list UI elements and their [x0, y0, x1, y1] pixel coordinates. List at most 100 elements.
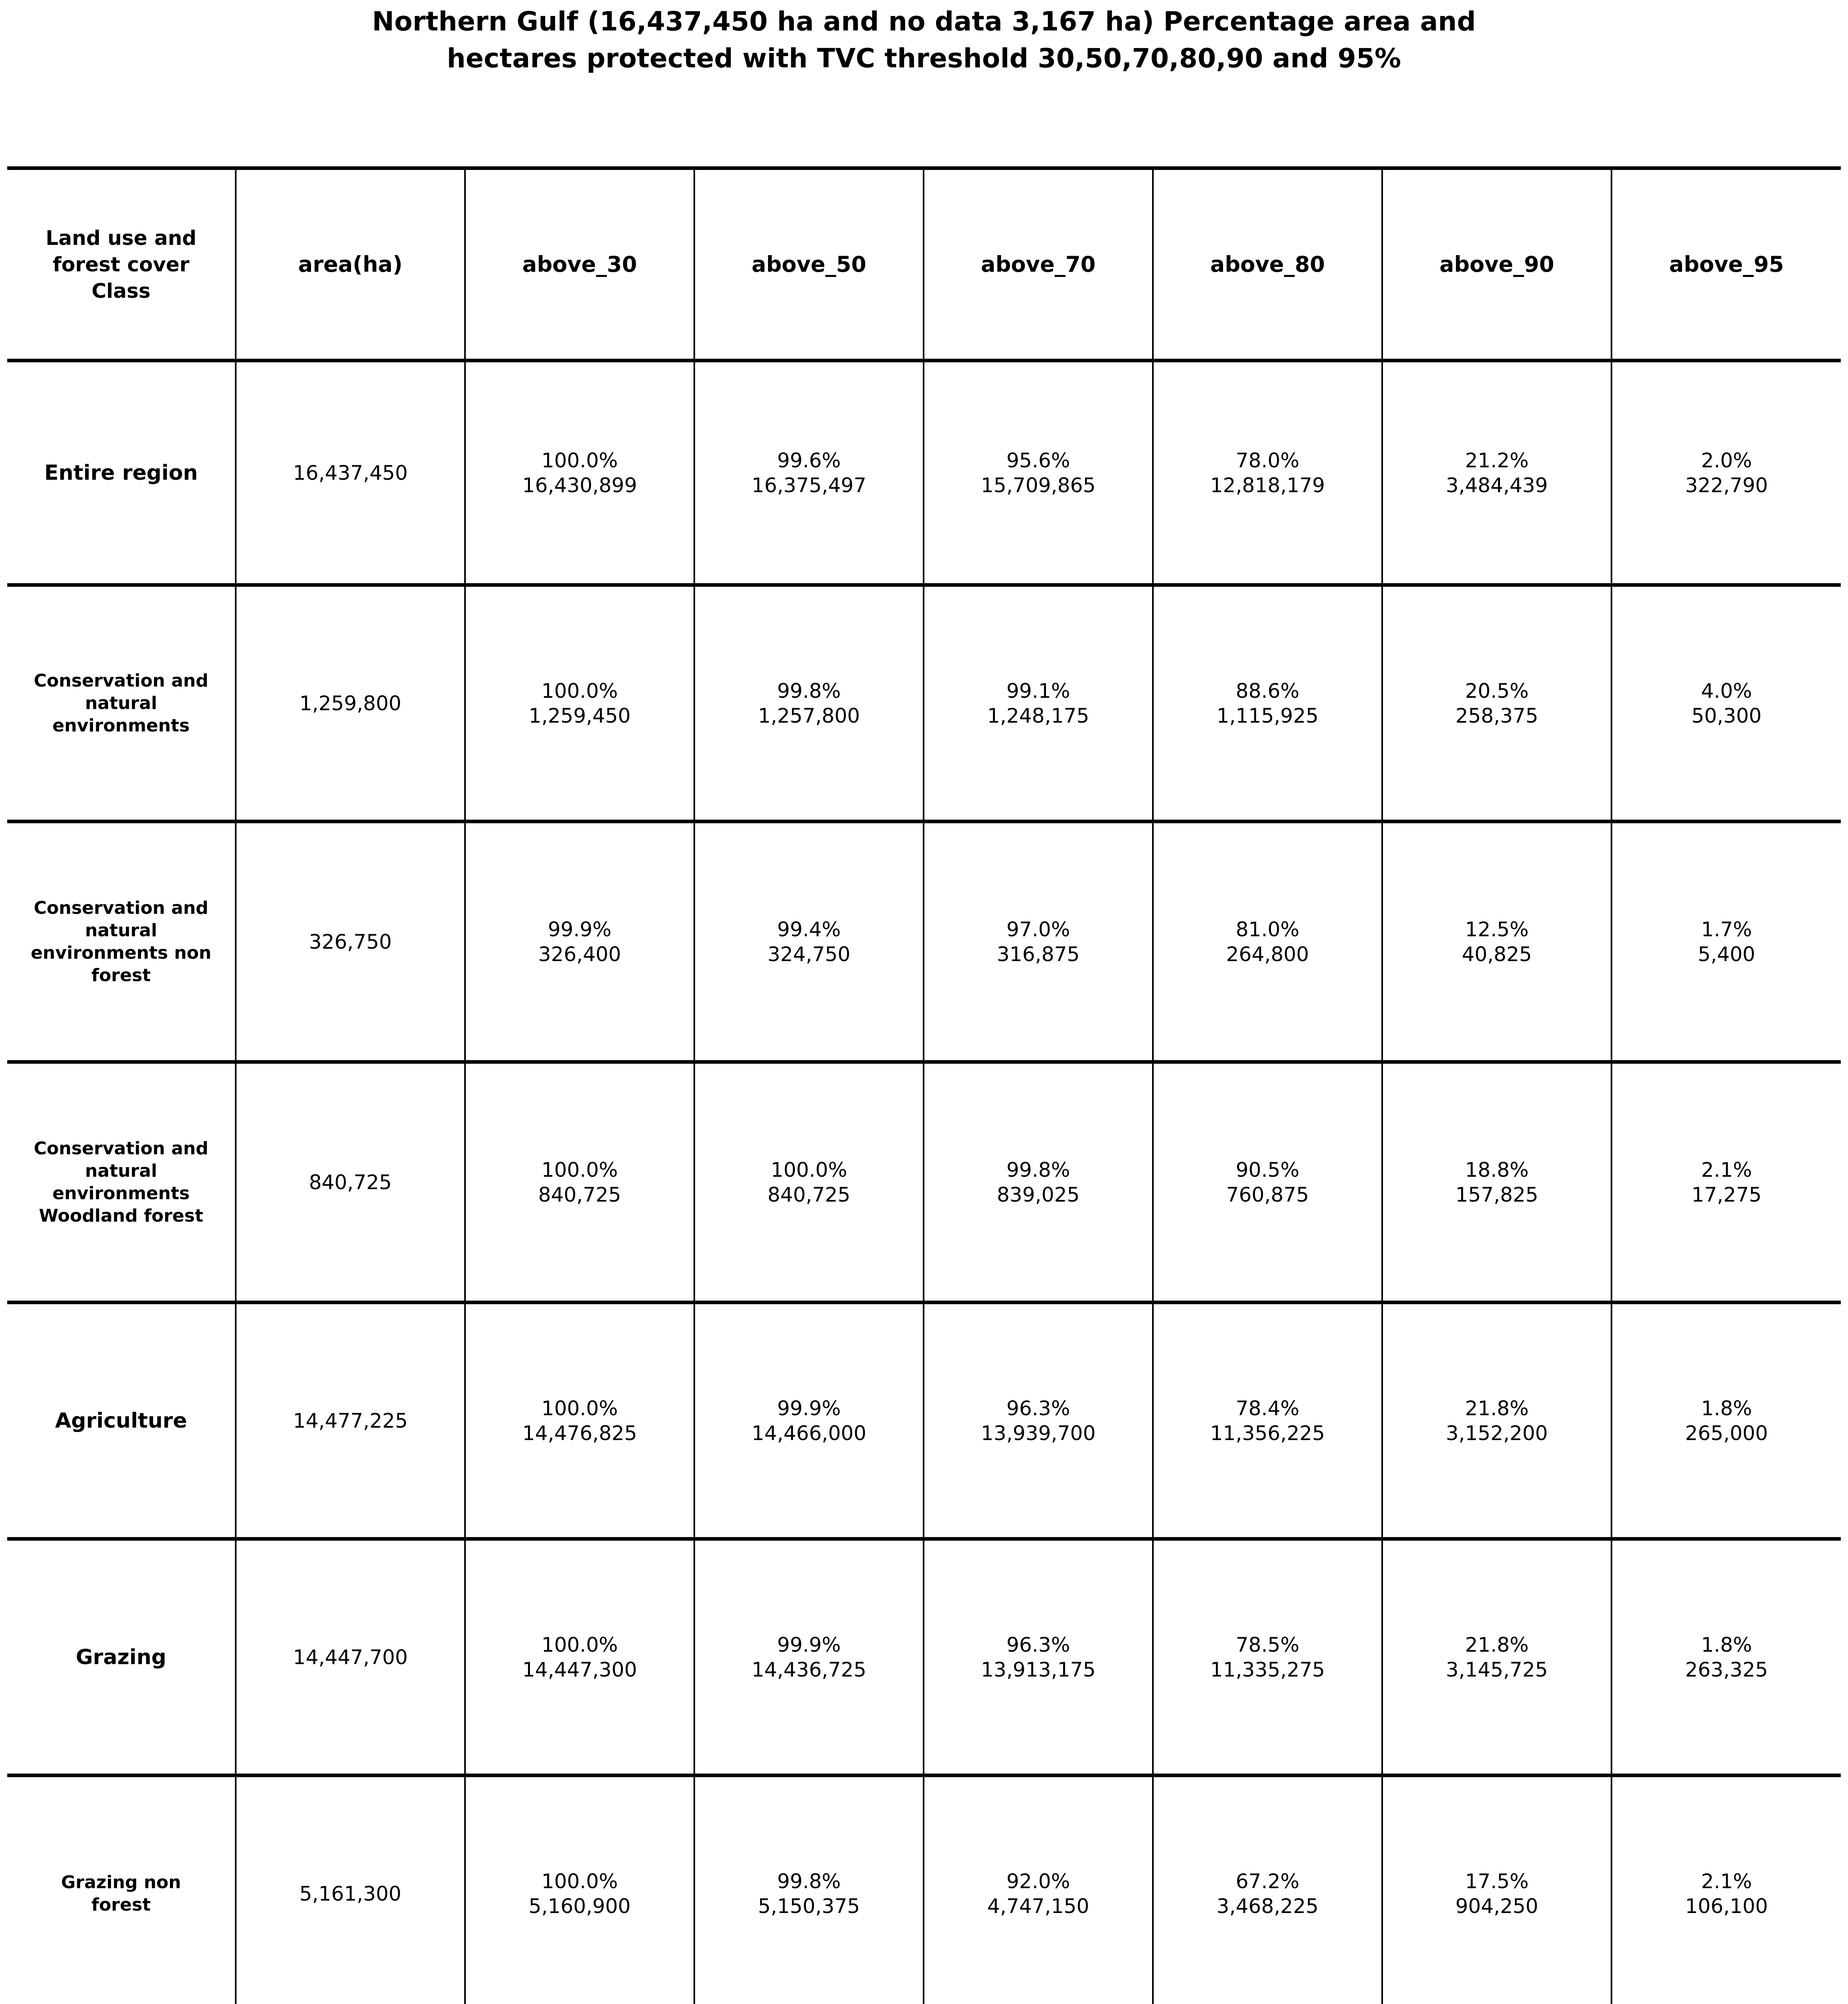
cell-threshold-above_90: 21.2% 3,484,439	[1381, 360, 1612, 585]
cell-hectares: 3,484,439	[1446, 473, 1548, 497]
column-header-class-line2: forest cover	[53, 253, 190, 276]
cell-threshold-above_50: 99.6% 16,375,497	[694, 360, 924, 585]
cell-threshold-above_30: 100.0% 1,259,450	[464, 585, 695, 822]
cell-percent: 67.2%	[1235, 1869, 1300, 1893]
cell-threshold-above_95: 1.8% 265,000	[1611, 1302, 1841, 1539]
row-header-line: natural	[85, 1160, 157, 1181]
cell-threshold-above_50: 99.8% 1,257,800	[694, 585, 924, 822]
table-header-row: Land use and forest cover Class area(ha)…	[7, 168, 1841, 361]
cell-percent: 78.0%	[1235, 448, 1300, 472]
table-row: Entire region 16,437,450 100.0% 16,430,899 9…	[7, 360, 1841, 585]
cell-hectares: 840,725	[767, 1183, 851, 1206]
row-header-line: Conservation and	[34, 897, 208, 918]
cell-percent: 100.0%	[541, 448, 618, 472]
row-header-line: environments	[52, 715, 190, 736]
cell-threshold-above_95: 4.0% 50,300	[1611, 585, 1841, 822]
cell-percent: 21.8%	[1465, 1633, 1529, 1657]
cell-hectares: 14,447,300	[522, 1658, 637, 1681]
cell-percent: 21.2%	[1465, 448, 1529, 472]
cell-percent: 99.1%	[1006, 679, 1070, 703]
cell-threshold-above_50: 99.9% 14,436,725	[694, 1539, 924, 1776]
row-header-line: forest	[91, 1894, 151, 1915]
cell-percent: 100.0%	[541, 1869, 618, 1893]
cell-hectares: 50,300	[1691, 704, 1762, 727]
cell-hectares: 316,875	[997, 942, 1080, 966]
cell-hectares: 5,150,375	[758, 1894, 860, 1918]
cell-percent: 100.0%	[541, 1158, 618, 1182]
cell-area-ha: 840,725	[235, 1062, 466, 1303]
cell-percent: 4.0%	[1701, 679, 1752, 703]
cell-percent: 78.5%	[1235, 1633, 1300, 1657]
cell-threshold-above_80: 78.4% 11,356,225	[1152, 1302, 1383, 1539]
cell-hectares: 4,747,150	[987, 1894, 1090, 1918]
cell-threshold-above_30: 99.9% 326,400	[464, 821, 695, 1062]
page-title: Northern Gulf (16,437,450 ha and no data…	[0, 0, 1848, 77]
cell-hectares: 14,466,000	[751, 1421, 867, 1445]
cell-hectares: 11,335,275	[1210, 1658, 1325, 1681]
cell-percent: 92.0%	[1006, 1869, 1070, 1893]
cell-threshold-above_30: 100.0% 840,725	[464, 1062, 695, 1303]
cell-threshold-above_80: 88.6% 1,115,925	[1152, 585, 1383, 822]
cell-percent: 18.8%	[1465, 1158, 1529, 1182]
cell-hectares: 3,145,725	[1446, 1658, 1548, 1681]
cell-percent: 95.6%	[1006, 448, 1070, 472]
row-header-class: Entire region	[7, 360, 237, 585]
table-row: Conservation and natural environments Woodl…	[7, 1062, 1841, 1303]
cell-percent: 99.8%	[1006, 1158, 1070, 1182]
cell-hectares: 15,709,865	[981, 473, 1096, 497]
cell-hectares: 760,875	[1226, 1183, 1309, 1206]
cell-percent: 17.5%	[1465, 1869, 1529, 1893]
cell-hectares: 3,468,225	[1216, 1894, 1319, 1918]
cell-percent: 100.0%	[541, 1633, 618, 1657]
cell-percent: 96.3%	[1006, 1396, 1070, 1420]
cell-threshold-above_90: 12.5% 40,825	[1381, 821, 1612, 1062]
cell-threshold-above_30: 100.0% 16,430,899	[464, 360, 695, 585]
column-header-above-95: above_95	[1611, 168, 1841, 361]
cell-threshold-above_50: 99.8% 5,150,375	[694, 1775, 924, 2004]
cell-hectares: 16,430,899	[522, 473, 637, 497]
table-row: Conservation and natural environments non f…	[7, 821, 1841, 1062]
cell-threshold-above_80: 78.5% 11,335,275	[1152, 1539, 1383, 1776]
column-header-above-90: above_90	[1381, 168, 1612, 361]
cell-threshold-above_70: 96.3% 13,913,175	[923, 1539, 1154, 1776]
cell-threshold-above_50: 99.4% 324,750	[694, 821, 924, 1062]
column-header-above-80: above_80	[1152, 168, 1383, 361]
cell-percent: 21.8%	[1465, 1396, 1529, 1420]
cell-percent: 100.0%	[770, 1158, 847, 1182]
column-header-above-30: above_30	[464, 168, 695, 361]
cell-hectares: 1,259,450	[528, 704, 631, 727]
cell-hectares: 5,400	[1698, 942, 1755, 966]
cell-threshold-above_70: 96.3% 13,939,700	[923, 1302, 1154, 1539]
cell-threshold-above_50: 99.9% 14,466,000	[694, 1302, 924, 1539]
column-header-class-line1: Land use and	[45, 226, 197, 250]
cell-percent: 81.0%	[1235, 917, 1300, 941]
cell-percent: 100.0%	[541, 679, 618, 703]
row-header-line: Grazing non	[61, 1872, 181, 1893]
cell-percent: 1.8%	[1701, 1396, 1752, 1420]
row-header-line: natural	[85, 693, 157, 713]
row-header-line: Conservation and	[34, 1138, 208, 1159]
cell-threshold-above_30: 100.0% 14,447,300	[464, 1539, 695, 1776]
cell-percent: 2.1%	[1701, 1158, 1752, 1182]
cell-area-ha: 326,750	[235, 821, 466, 1062]
cell-area-ha: 1,259,800	[235, 585, 466, 822]
cell-hectares: 324,750	[767, 942, 851, 966]
cell-hectares: 40,825	[1462, 942, 1532, 966]
cell-area-ha: 14,447,700	[235, 1539, 466, 1776]
cell-hectares: 157,825	[1455, 1183, 1539, 1206]
cell-percent: 1.8%	[1701, 1633, 1752, 1657]
row-header-class: Agriculture	[7, 1302, 237, 1539]
cell-threshold-above_90: 17.5% 904,250	[1381, 1775, 1612, 2004]
cell-threshold-above_70: 92.0% 4,747,150	[923, 1775, 1154, 2004]
cell-threshold-above_80: 90.5% 760,875	[1152, 1062, 1383, 1303]
cell-hectares: 14,436,725	[751, 1658, 867, 1681]
cell-hectares: 13,939,700	[981, 1421, 1096, 1445]
cell-percent: 96.3%	[1006, 1633, 1070, 1657]
cell-threshold-above_30: 100.0% 5,160,900	[464, 1775, 695, 2004]
row-header-line: Woodland forest	[39, 1205, 203, 1226]
protection-summary-table: Land use and forest cover Class area(ha)…	[7, 166, 1841, 2004]
cell-percent: 99.9%	[777, 1396, 841, 1420]
cell-hectares: 840,725	[538, 1183, 621, 1206]
cell-hectares: 1,115,925	[1216, 704, 1319, 727]
cell-threshold-above_90: 18.8% 157,825	[1381, 1062, 1612, 1303]
